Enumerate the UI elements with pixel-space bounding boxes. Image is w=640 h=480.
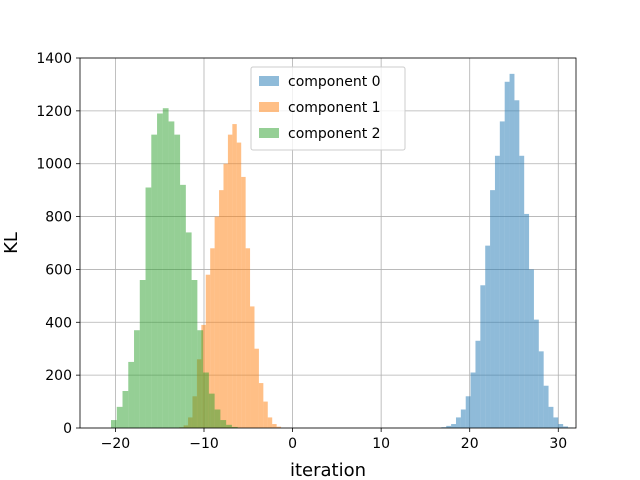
histogram-bar [446, 425, 452, 428]
histogram-bar [263, 401, 268, 428]
y-tick-label: 0 [63, 421, 72, 437]
histogram-bar [514, 100, 520, 429]
histogram-bar [191, 280, 198, 428]
histogram-bar [128, 361, 135, 428]
y-tick-label: 800 [45, 210, 72, 226]
legend-swatch [259, 128, 279, 138]
histogram-bar [455, 417, 461, 428]
histogram-bar [151, 134, 158, 428]
histogram-bar [145, 187, 152, 428]
x-tick-label: −20 [101, 436, 131, 452]
histogram-bar [470, 372, 476, 428]
histogram-bar [180, 184, 186, 428]
histogram-bar [205, 274, 211, 428]
histogram-bar [214, 216, 220, 428]
legend-swatch [259, 102, 279, 112]
histogram-bar [504, 81, 510, 429]
histogram-bar [210, 248, 215, 428]
legend-entry-label: component 0 [288, 74, 381, 90]
histogram-bar [451, 424, 456, 428]
histogram-bar [111, 420, 117, 428]
histogram-bar [162, 108, 169, 428]
y-tick-label: 1400 [36, 51, 72, 67]
histogram-bar [533, 319, 539, 428]
histogram-bar [258, 383, 264, 428]
histogram-bar [538, 351, 544, 428]
histogram-bar [220, 420, 227, 428]
histogram-bar [245, 248, 251, 428]
y-tick-label: 600 [45, 262, 72, 278]
histogram-bar [499, 121, 505, 428]
y-axis-label: KL [1, 232, 22, 254]
histogram-bar [250, 306, 255, 428]
series-2-bars [111, 108, 238, 428]
histogram-bar [254, 348, 259, 428]
y-axis-ticks: 0 200 400 600 800 1000 1200 1400 [36, 51, 80, 437]
histogram-bar [490, 190, 495, 428]
histogram-bar [134, 330, 140, 428]
legend-entry-label: component 2 [288, 126, 381, 142]
histogram-bar [232, 124, 237, 429]
histogram-bar [460, 409, 466, 428]
histogram-bar [524, 213, 530, 428]
histogram-bar [480, 285, 486, 428]
legend: component 0 component 1 component 2 [250, 66, 406, 151]
histogram-bar [219, 190, 224, 428]
y-tick-label: 200 [45, 368, 72, 384]
histogram-bar [563, 426, 569, 428]
histogram-bar [116, 406, 123, 428]
histogram-bar [475, 340, 481, 428]
histogram-bar [553, 417, 559, 428]
histogram-bar [267, 417, 273, 428]
y-tick-label: 400 [45, 315, 72, 331]
histogram-bar [241, 176, 246, 428]
x-tick-label: 20 [461, 436, 479, 452]
histogram-bar [157, 113, 163, 428]
histogram-bar [231, 426, 238, 428]
histogram-bar [174, 134, 181, 428]
histogram-bar [548, 406, 554, 428]
x-tick-label: 0 [288, 436, 297, 452]
histogram-bar [208, 393, 215, 428]
plot-frame [79, 57, 577, 429]
histogram-bar [139, 280, 146, 428]
histogram-bar [558, 424, 564, 428]
histogram-bar [185, 232, 192, 428]
histogram-bar [203, 372, 209, 428]
histogram-bar [509, 73, 515, 428]
x-axis-label: iteration [290, 460, 366, 480]
legend-swatch [259, 76, 279, 86]
histogram-bar [485, 245, 491, 428]
histogram-bar [276, 426, 282, 428]
x-tick-label: −10 [189, 436, 219, 452]
legend-entry-label: component 1 [288, 100, 381, 116]
histogram-bar [543, 385, 549, 428]
x-tick-label: 10 [372, 436, 390, 452]
histogram-bar [236, 142, 242, 429]
histogram-bar [197, 330, 204, 428]
histogram-bar [494, 155, 500, 429]
y-tick-label: 1200 [36, 104, 72, 120]
histogram-bar [226, 424, 232, 428]
histogram-bars [111, 73, 573, 429]
histogram-bar [272, 424, 277, 428]
x-axis-ticks: −20 −10 0 10 20 30 [101, 428, 567, 452]
histogram-bar [519, 155, 525, 429]
histogram-bar [465, 396, 471, 428]
x-tick-label: 30 [549, 436, 567, 452]
histogram-bar [227, 134, 233, 428]
histogram-bar [223, 163, 228, 428]
histogram-bar [168, 121, 175, 428]
y-tick-label: 1000 [36, 157, 72, 173]
histogram-bar [529, 269, 534, 428]
legend-box [250, 66, 406, 151]
histogram-bar [214, 409, 221, 428]
histogram-bar [122, 391, 129, 428]
